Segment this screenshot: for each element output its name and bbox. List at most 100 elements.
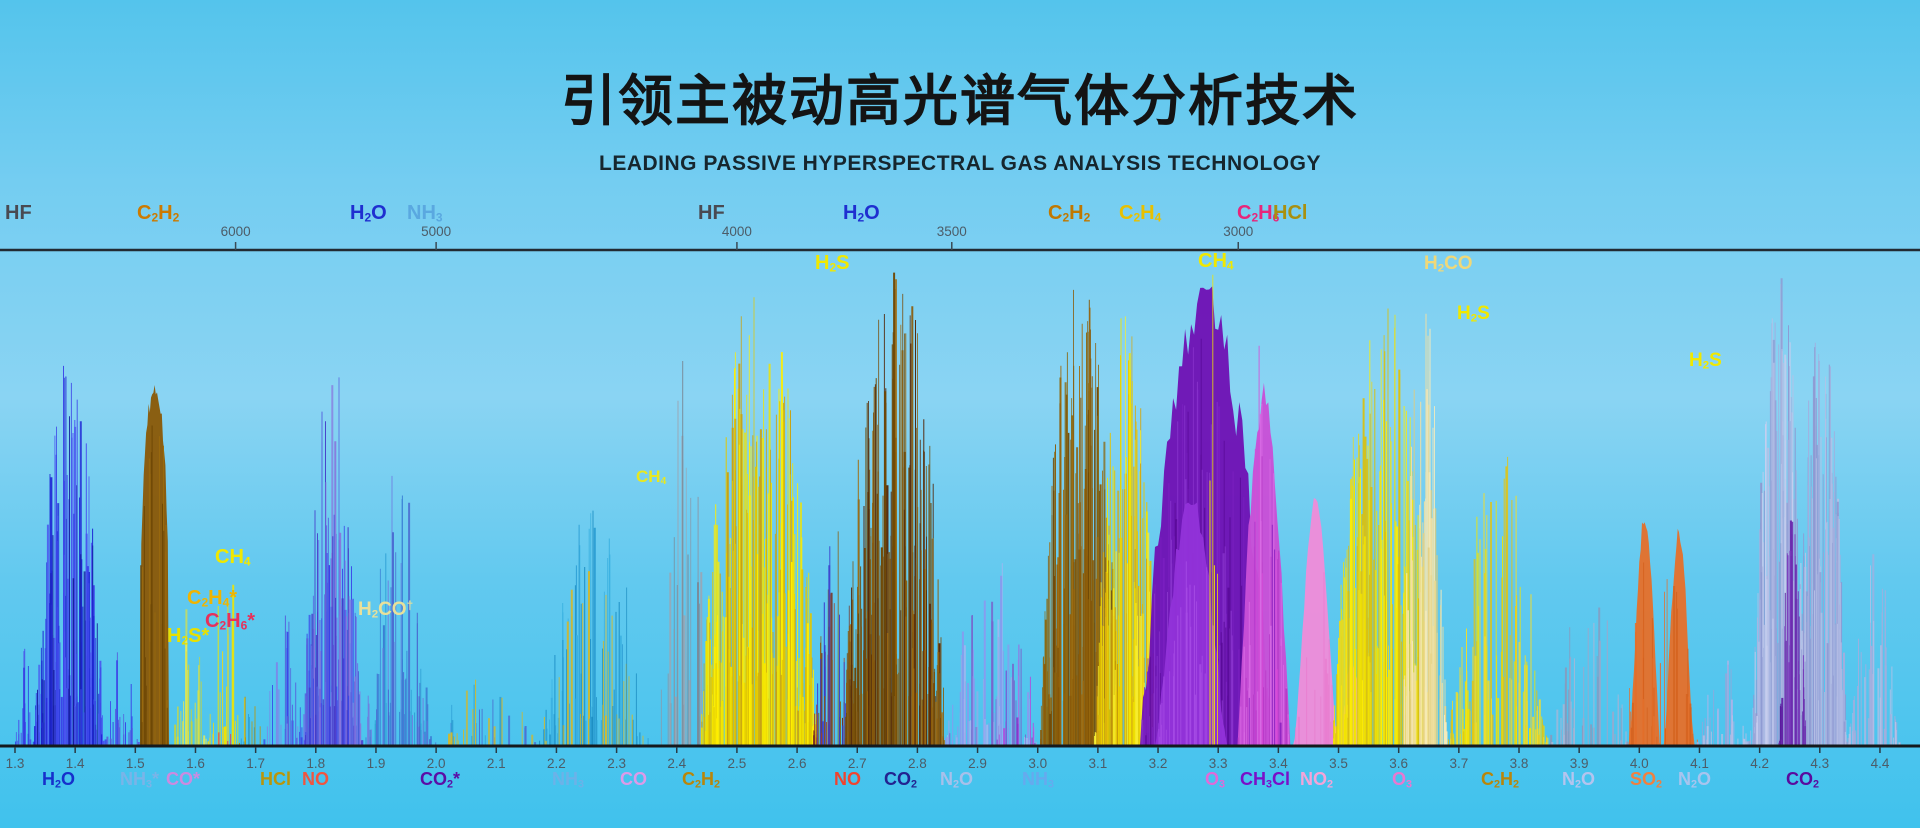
band-CO2: [1794, 342, 1848, 746]
gas-label-NH3: NH3*: [120, 769, 160, 791]
band-H2CO: [365, 475, 432, 746]
gas-label-O3: O3: [1392, 769, 1413, 791]
bottom-axis-tick-label: 3.9: [1570, 756, 1589, 771]
gas-label-H2S: H2S: [815, 252, 850, 275]
band-O3C2H2: [1333, 308, 1434, 746]
gas-label-CO2: CO2: [1786, 769, 1820, 791]
bottom-axis-tick-label: 2.2: [547, 756, 566, 771]
gas-label-C2H2: C2H2: [1048, 202, 1091, 225]
gas-label-CO2: CO2*: [420, 769, 461, 791]
gas-label-C2H2: C2H2: [682, 769, 721, 791]
gas-label-C2H4: C2H4: [1119, 202, 1162, 225]
bottom-axis-tick-label: 1.4: [66, 756, 85, 771]
gas-label-NH3: NH3: [407, 202, 443, 225]
top-axis-tick-label: 5000: [421, 224, 451, 239]
band-CH4: [1155, 502, 1228, 746]
bottom-axis-tick-label: 2.4: [667, 756, 686, 771]
top-axis-tick-label: 3500: [937, 224, 967, 239]
top-axis-tick-label: 4000: [722, 224, 752, 239]
band-N2O: [1550, 607, 1629, 746]
bottom-axis-tick-label: 4.0: [1630, 756, 1649, 771]
bottom-axis-tick-label: 4.3: [1810, 756, 1829, 771]
bottom-axis-tick-label: 3.8: [1510, 756, 1529, 771]
band-H2O: [15, 648, 35, 746]
gas-label-N2O: N2O: [1678, 769, 1712, 791]
band-SO2: [1628, 522, 1661, 746]
band-CH4: [207, 584, 250, 746]
gas-label-SO2: SO2: [1630, 769, 1663, 791]
gas-label-NH3: NH3: [552, 769, 585, 791]
gas-label-CH4: CH4: [636, 467, 667, 488]
gas-label-H2S: H2S: [1689, 350, 1722, 372]
bottom-axis-tick-label: 1.7: [246, 756, 265, 771]
bottom-axis-tick-label: 3.6: [1389, 756, 1408, 771]
bottom-axis-tick-label: 3.2: [1149, 756, 1168, 771]
bottom-axis-tick-label: 2.5: [728, 756, 747, 771]
band-H2S: [174, 609, 207, 746]
bottom-axis-tick-label: 3.3: [1209, 756, 1228, 771]
banner-title: 引领主被动高光谱气体分析技术: [560, 70, 1359, 132]
bottom-axis-tick-label: 1.6: [186, 756, 205, 771]
band-O3: [996, 644, 1034, 746]
gas-label-N2O: N2O: [940, 769, 974, 791]
bottom-axis-tick-label: 3.4: [1269, 756, 1288, 771]
band-H2O: [34, 365, 105, 746]
bottom-axis-tick-label: 2.3: [607, 756, 626, 771]
band-C2H2: [660, 361, 710, 746]
gas-label-CO: CO*: [166, 769, 201, 789]
bottom-axis-tick-label: 2.8: [908, 756, 927, 771]
gas-label-C2H4: C2H4*: [187, 587, 238, 610]
gas-label-CO: CO: [620, 769, 647, 789]
gas-label-C2H6: C2H6*: [205, 610, 256, 633]
gas-label-CH4: CH4: [215, 546, 251, 569]
bottom-axis-tick-label: 2.6: [788, 756, 807, 771]
gas-label-H2CO: H2CO†: [358, 599, 414, 621]
bottom-axis-tick-label: 1.9: [367, 756, 386, 771]
band-NO2: [1292, 498, 1339, 746]
band-N2ONH3: [945, 563, 1037, 746]
gas-label-O3: O3: [1205, 769, 1226, 791]
bottom-axis-tick-label: 2.0: [427, 756, 446, 771]
gas-label-H2S: H2S*: [167, 625, 210, 648]
gas-label-HCl: HCl: [1273, 202, 1308, 224]
band-H2O: [263, 615, 303, 746]
bottom-axis-tick-label: 2.7: [848, 756, 867, 771]
band-CH4: [1209, 274, 1218, 746]
bottom-axis-tick-label: 2.1: [487, 756, 506, 771]
band-C2H2H2S: [1448, 456, 1549, 746]
bottom-axis-tick-label: 3.7: [1449, 756, 1468, 771]
bottom-axis-tick-label: 4.4: [1871, 756, 1890, 771]
band-H2OCO2: [303, 377, 364, 746]
band-SO2: [1629, 579, 1698, 746]
gas-label-C2H2: C2H2: [137, 202, 180, 225]
bottom-axis-tick-label: 3.5: [1329, 756, 1348, 771]
gas-label-N2O: N2O: [1562, 769, 1596, 791]
band-H2CO: [1403, 313, 1448, 746]
band-H2O: [104, 652, 140, 746]
band-CO2: [1847, 554, 1901, 746]
gas-label-H2O: H2O: [350, 202, 387, 225]
band-SO2: [1663, 528, 1695, 746]
gas-label-NO: NO: [834, 769, 861, 789]
bottom-axis-tick-label: 4.2: [1750, 756, 1769, 771]
gas-label-CO2: CO2: [884, 769, 918, 791]
gas-label-HF: HF: [5, 202, 32, 224]
bottom-axis-tick-label: 3.1: [1088, 756, 1107, 771]
gas-label-H2O: H2O: [843, 202, 880, 225]
band-H2OCO2: [844, 272, 946, 746]
gas-label-C2H2: C2H2: [1481, 769, 1520, 791]
bottom-axis-tick-label: 2.9: [968, 756, 987, 771]
gas-label-NH3: NH3: [1022, 769, 1055, 791]
bottom-axis-tick-label: 4.1: [1690, 756, 1709, 771]
gas-label-CH3Cl: CH3Cl: [1240, 769, 1291, 791]
gas-label-HF: HF: [698, 202, 725, 224]
band-NO2O3: [1248, 345, 1282, 746]
band-N2O: [1696, 660, 1752, 746]
bottom-axis-tick-label: 1.5: [126, 756, 145, 771]
band-HCl: [239, 696, 261, 746]
gas-label-C2H6: C2H6: [1237, 202, 1280, 225]
top-axis-tick-label: 3000: [1223, 224, 1253, 239]
gas-label-H2O: H2O: [42, 769, 76, 791]
